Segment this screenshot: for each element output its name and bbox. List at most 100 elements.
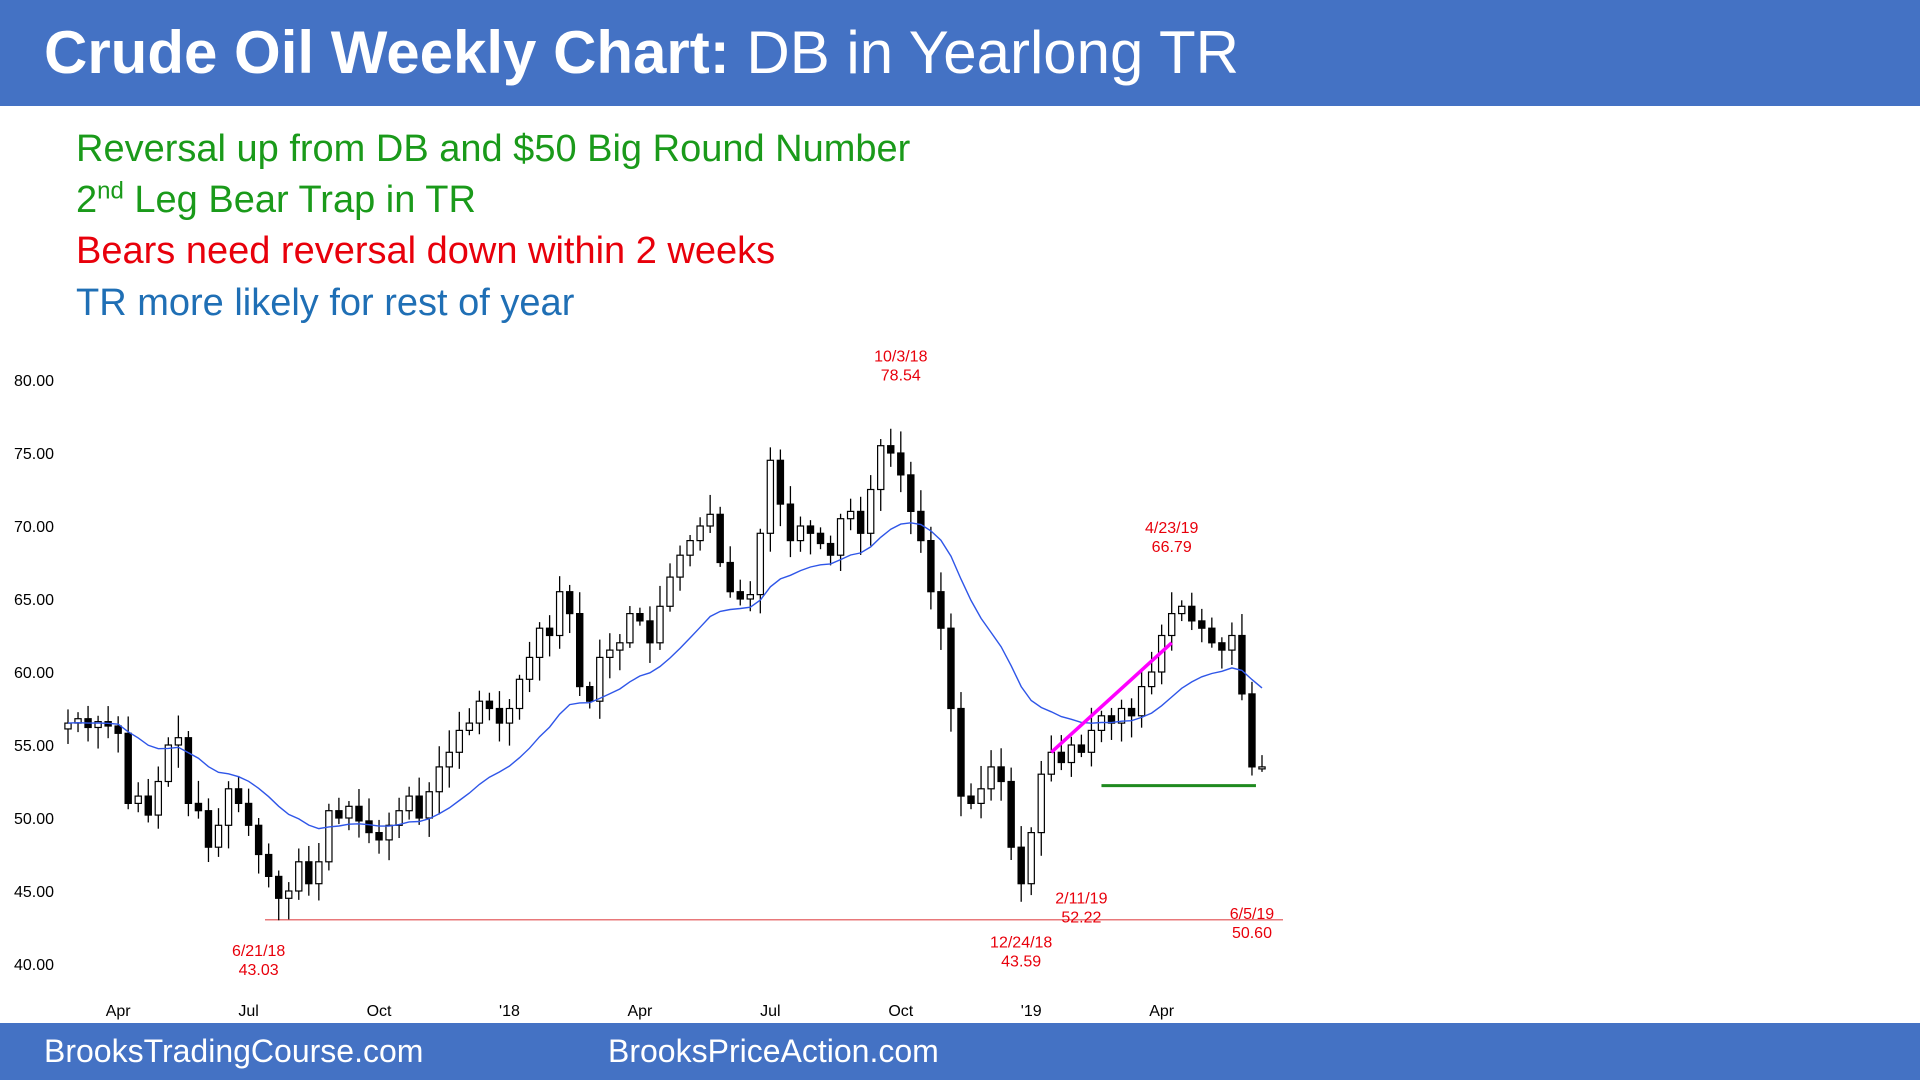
candle	[887, 428, 895, 467]
candle-body	[1037, 773, 1045, 834]
candle-body	[1147, 671, 1156, 688]
candle	[495, 691, 504, 742]
y-tick-label: 60.00	[14, 665, 54, 682]
candle	[947, 613, 955, 732]
footer-banner: BrooksTradingCourse.com BrooksPriceActio…	[0, 1023, 1920, 1080]
candle	[1017, 826, 1025, 902]
candle-body	[194, 802, 203, 812]
candle-body	[224, 788, 233, 826]
candle	[766, 447, 775, 552]
annotation-date: 4/23/19	[1145, 520, 1198, 537]
candle	[1178, 600, 1186, 622]
candle-body	[445, 751, 453, 768]
candle-body	[1007, 780, 1015, 848]
candle	[475, 690, 484, 735]
note-tr-likely: TR more likely for rest of year	[76, 280, 574, 326]
annotation-date: 2/11/19	[1055, 891, 1107, 908]
candle	[676, 545, 684, 591]
candle	[816, 527, 825, 550]
candle	[1067, 736, 1076, 777]
candle-body	[977, 788, 985, 804]
candle-body	[716, 513, 724, 564]
candle	[94, 715, 102, 749]
annotation: 6/21/18 43.03	[232, 943, 285, 979]
footer-link-price-action[interactable]: BrooksPriceAction.com	[608, 1033, 939, 1069]
candle	[1037, 760, 1045, 856]
candle	[435, 746, 443, 815]
candle-body	[395, 810, 403, 826]
candle	[274, 870, 283, 921]
candle-body	[94, 721, 102, 729]
candle	[144, 778, 152, 823]
x-tick-label: '19	[1021, 1003, 1042, 1020]
candle-body	[947, 627, 955, 710]
candle	[325, 803, 333, 871]
candle	[987, 750, 995, 801]
candle-body	[1188, 605, 1196, 622]
candle	[746, 581, 754, 612]
candle-body	[244, 802, 253, 826]
candle	[1127, 698, 1136, 738]
candle-body	[786, 503, 795, 542]
candle-body	[1017, 846, 1025, 885]
candle-body	[465, 722, 474, 731]
candle-body	[365, 820, 373, 834]
candle	[1228, 622, 1236, 665]
x-axis-ticks: Apr Jul Oct '18 Apr Jul Oct '19 Apr	[106, 1003, 1175, 1020]
candle-body	[816, 532, 825, 545]
candle-body	[144, 795, 152, 816]
candle	[1188, 592, 1196, 631]
page-title-bold: Crude Oil Weekly Chart:	[44, 19, 730, 86]
note-tr-likely-text: TR more likely for rest of year	[76, 282, 575, 324]
candle	[686, 535, 694, 567]
candle-body	[174, 737, 183, 746]
candle-body	[897, 452, 905, 476]
candle-body	[375, 831, 383, 841]
candle-body	[64, 722, 72, 730]
annotation-value: 50.60	[1232, 925, 1272, 942]
candle	[846, 498, 855, 531]
candle	[967, 783, 975, 810]
candle-body	[325, 810, 333, 863]
candle	[1077, 734, 1086, 758]
annotation-date: 6/5/19	[1230, 906, 1275, 923]
candle-body	[1077, 744, 1086, 753]
candle	[174, 715, 183, 768]
candle-body	[676, 554, 684, 578]
candle-body	[525, 656, 534, 680]
y-tick-label: 80.00	[14, 373, 54, 390]
y-tick-label: 40.00	[14, 957, 54, 974]
footer-link-trading-course[interactable]: BrooksTradingCourse.com	[44, 1033, 424, 1069]
candle-body	[987, 766, 995, 790]
candle-body	[455, 729, 464, 753]
candle	[405, 786, 413, 820]
candle-body	[746, 594, 754, 600]
candle-body	[425, 791, 433, 819]
candle-body	[114, 725, 122, 734]
candle	[596, 639, 604, 719]
note-reversal: Reversal up from DB and $50 Big Round Nu…	[76, 126, 910, 172]
candle	[355, 789, 363, 838]
candle	[445, 730, 453, 788]
candle	[856, 496, 865, 555]
candle-body	[666, 576, 674, 607]
candle-body	[214, 824, 223, 848]
candle-body	[1258, 766, 1266, 770]
candle	[636, 607, 644, 626]
annotation-value: 52.22	[1061, 910, 1101, 927]
candle	[736, 579, 744, 606]
candle-body	[656, 605, 664, 644]
candle	[586, 681, 594, 709]
candle	[866, 475, 875, 546]
annotation-value: 78.54	[881, 367, 921, 384]
candle	[565, 584, 574, 634]
candle-body	[264, 853, 273, 877]
candle	[796, 516, 805, 552]
candle	[395, 797, 403, 839]
candle	[696, 517, 704, 551]
candle-body	[877, 445, 885, 491]
candle	[335, 797, 343, 825]
candle-body	[1238, 634, 1246, 695]
candle	[927, 526, 935, 610]
